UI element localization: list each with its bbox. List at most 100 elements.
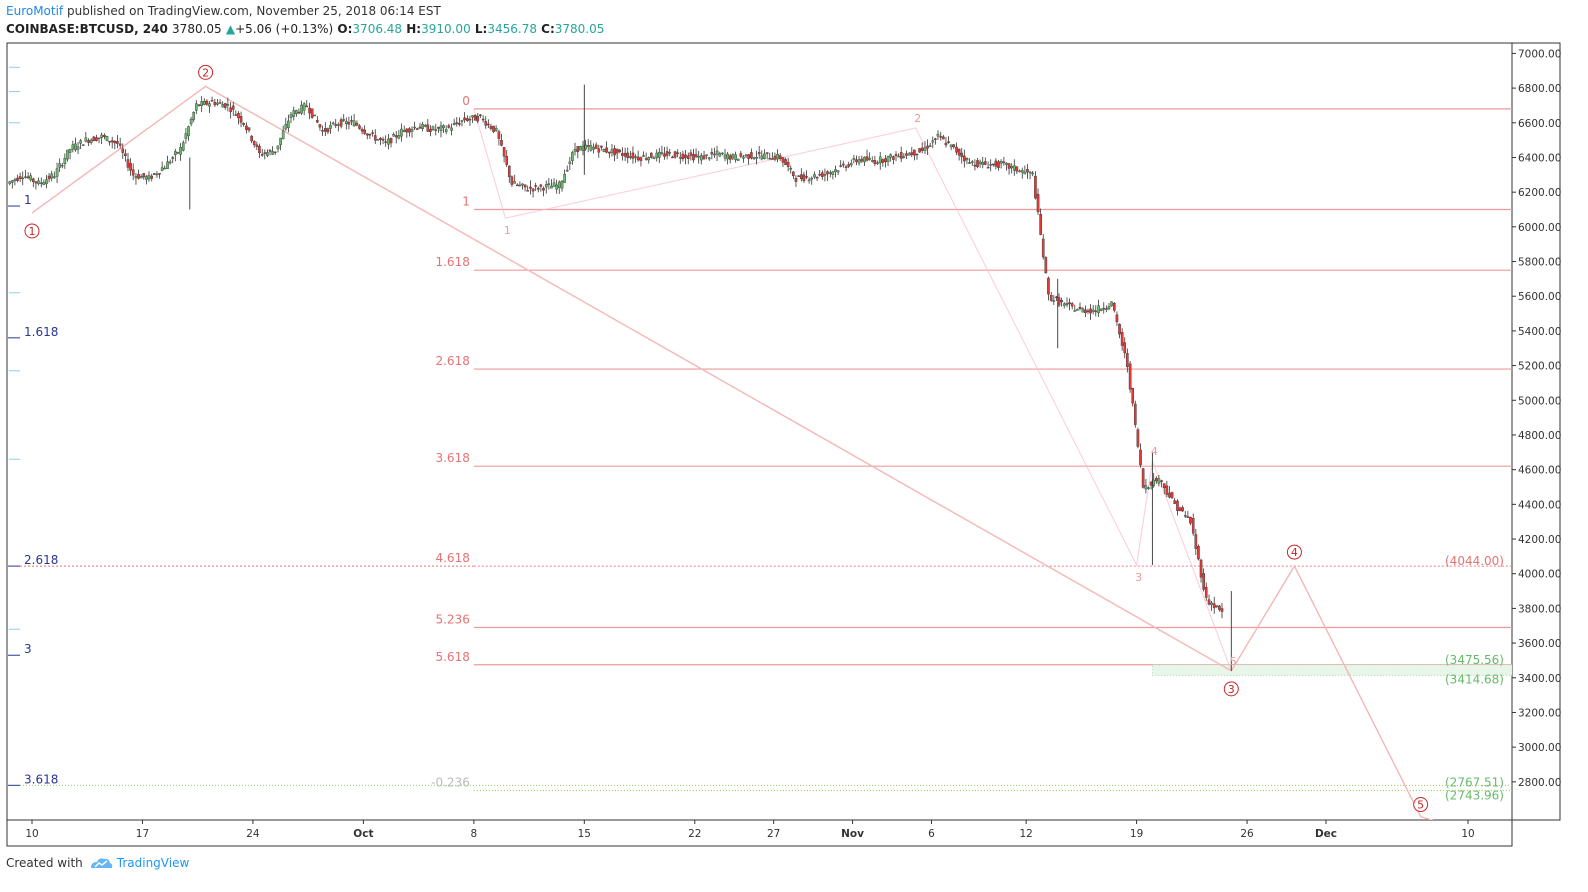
candle-body: [597, 148, 601, 153]
candle-body: [245, 125, 248, 130]
price-tick-label: 4200.00: [1518, 534, 1561, 546]
fib-level-label: -0.236: [431, 776, 470, 790]
price-tick-label: 3800.00: [1518, 603, 1561, 615]
candle-body: [484, 121, 488, 126]
candle-body: [658, 151, 661, 158]
candle-body: [623, 152, 627, 157]
candle-body: [11, 180, 14, 183]
candle-body: [466, 118, 469, 121]
symbol[interactable]: COINBASE:BTCUSD, 240: [6, 22, 168, 36]
candle-body: [776, 153, 779, 160]
candle-body: [1113, 302, 1116, 311]
candle-body: [939, 136, 943, 138]
candle-body: [345, 121, 348, 125]
candle-body: [18, 176, 22, 179]
price-tick-label: 6800.00: [1518, 83, 1561, 95]
tradingview-brand: TradingView: [116, 856, 190, 870]
candle-body: [231, 105, 235, 110]
candle-body: [905, 153, 908, 156]
price-tick-label: 3400.00: [1518, 673, 1561, 685]
candle-body: [757, 152, 761, 155]
candle-body: [316, 120, 319, 123]
candle-body: [1086, 310, 1090, 313]
time-tick-label: Nov: [841, 828, 864, 840]
candle-body: [126, 159, 130, 168]
candle-body: [1041, 238, 1045, 258]
candle-body: [508, 165, 511, 177]
candle-body: [568, 161, 572, 164]
candle-body: [928, 145, 932, 147]
candle-body: [513, 181, 516, 184]
candle-body: [318, 124, 322, 128]
minor-wave-label: 5: [1230, 655, 1237, 668]
candle-body: [89, 139, 93, 143]
candle-body: [1160, 480, 1163, 482]
candle-body: [74, 143, 77, 151]
candle-body: [1204, 587, 1208, 598]
candle-body: [681, 153, 685, 160]
price-tick-label: 5200.00: [1518, 361, 1561, 373]
candle-body: [160, 167, 164, 171]
candle-body: [292, 110, 296, 117]
candle-body: [1207, 599, 1211, 605]
candle-body: [1147, 487, 1150, 489]
candle-body: [1028, 171, 1032, 174]
low-label: L:: [474, 22, 488, 36]
tradingview-link[interactable]: TradingView: [89, 856, 190, 870]
candle-body: [923, 147, 927, 151]
candle-body: [195, 103, 198, 111]
candle-body: [52, 176, 56, 179]
candle-body: [750, 152, 753, 159]
candle-body: [1123, 342, 1127, 354]
candle-body: [686, 155, 690, 159]
candle-body: [647, 157, 651, 161]
candle-body: [250, 135, 253, 142]
candle-body: [147, 175, 151, 180]
candle-body: [920, 147, 924, 151]
candle-body: [26, 176, 30, 179]
candle-body: [1110, 301, 1113, 307]
candle-body: [718, 153, 722, 157]
candle-body: [1015, 166, 1019, 172]
candle-body: [826, 171, 829, 175]
candle-body: [110, 140, 114, 143]
candle-body: [405, 128, 409, 133]
candle-body: [1176, 500, 1179, 511]
candle-body: [358, 125, 361, 129]
candle-body: [1052, 300, 1056, 302]
candle-body: [557, 181, 561, 188]
time-tick-label: 12: [1019, 828, 1032, 840]
candle-body: [1034, 175, 1037, 199]
candle-body: [552, 182, 556, 187]
author-link[interactable]: EuroMotif: [6, 4, 64, 18]
candle-body: [339, 119, 343, 127]
price-tick-label: 3200.00: [1518, 707, 1561, 719]
candle-body: [1081, 308, 1085, 313]
minor-wave-label: 4: [1151, 445, 1158, 458]
fib-level-label: 0: [462, 94, 470, 108]
candle-body: [460, 120, 464, 122]
candle-body: [847, 164, 850, 167]
open-value: 3706.48: [352, 22, 403, 36]
candle-body: [821, 172, 824, 177]
candle-body: [629, 156, 632, 158]
candle-body: [252, 140, 256, 145]
candle-body: [978, 161, 982, 164]
candle-body: [899, 152, 903, 159]
candle-body: [208, 103, 211, 107]
candle-body: [113, 140, 117, 144]
candle-body: [734, 154, 737, 161]
candle-body: [605, 147, 608, 153]
candle-body: [697, 156, 700, 158]
price-level-label: (3475.56): [1445, 653, 1504, 667]
candle-body: [707, 157, 711, 160]
candle-body: [402, 130, 406, 132]
candle-body: [284, 123, 288, 130]
candle-body: [50, 173, 53, 179]
candle-body: [1031, 172, 1034, 175]
candle-body: [660, 152, 664, 154]
candle-body: [544, 184, 548, 188]
candle-body: [368, 133, 372, 136]
candle-body: [621, 153, 624, 156]
